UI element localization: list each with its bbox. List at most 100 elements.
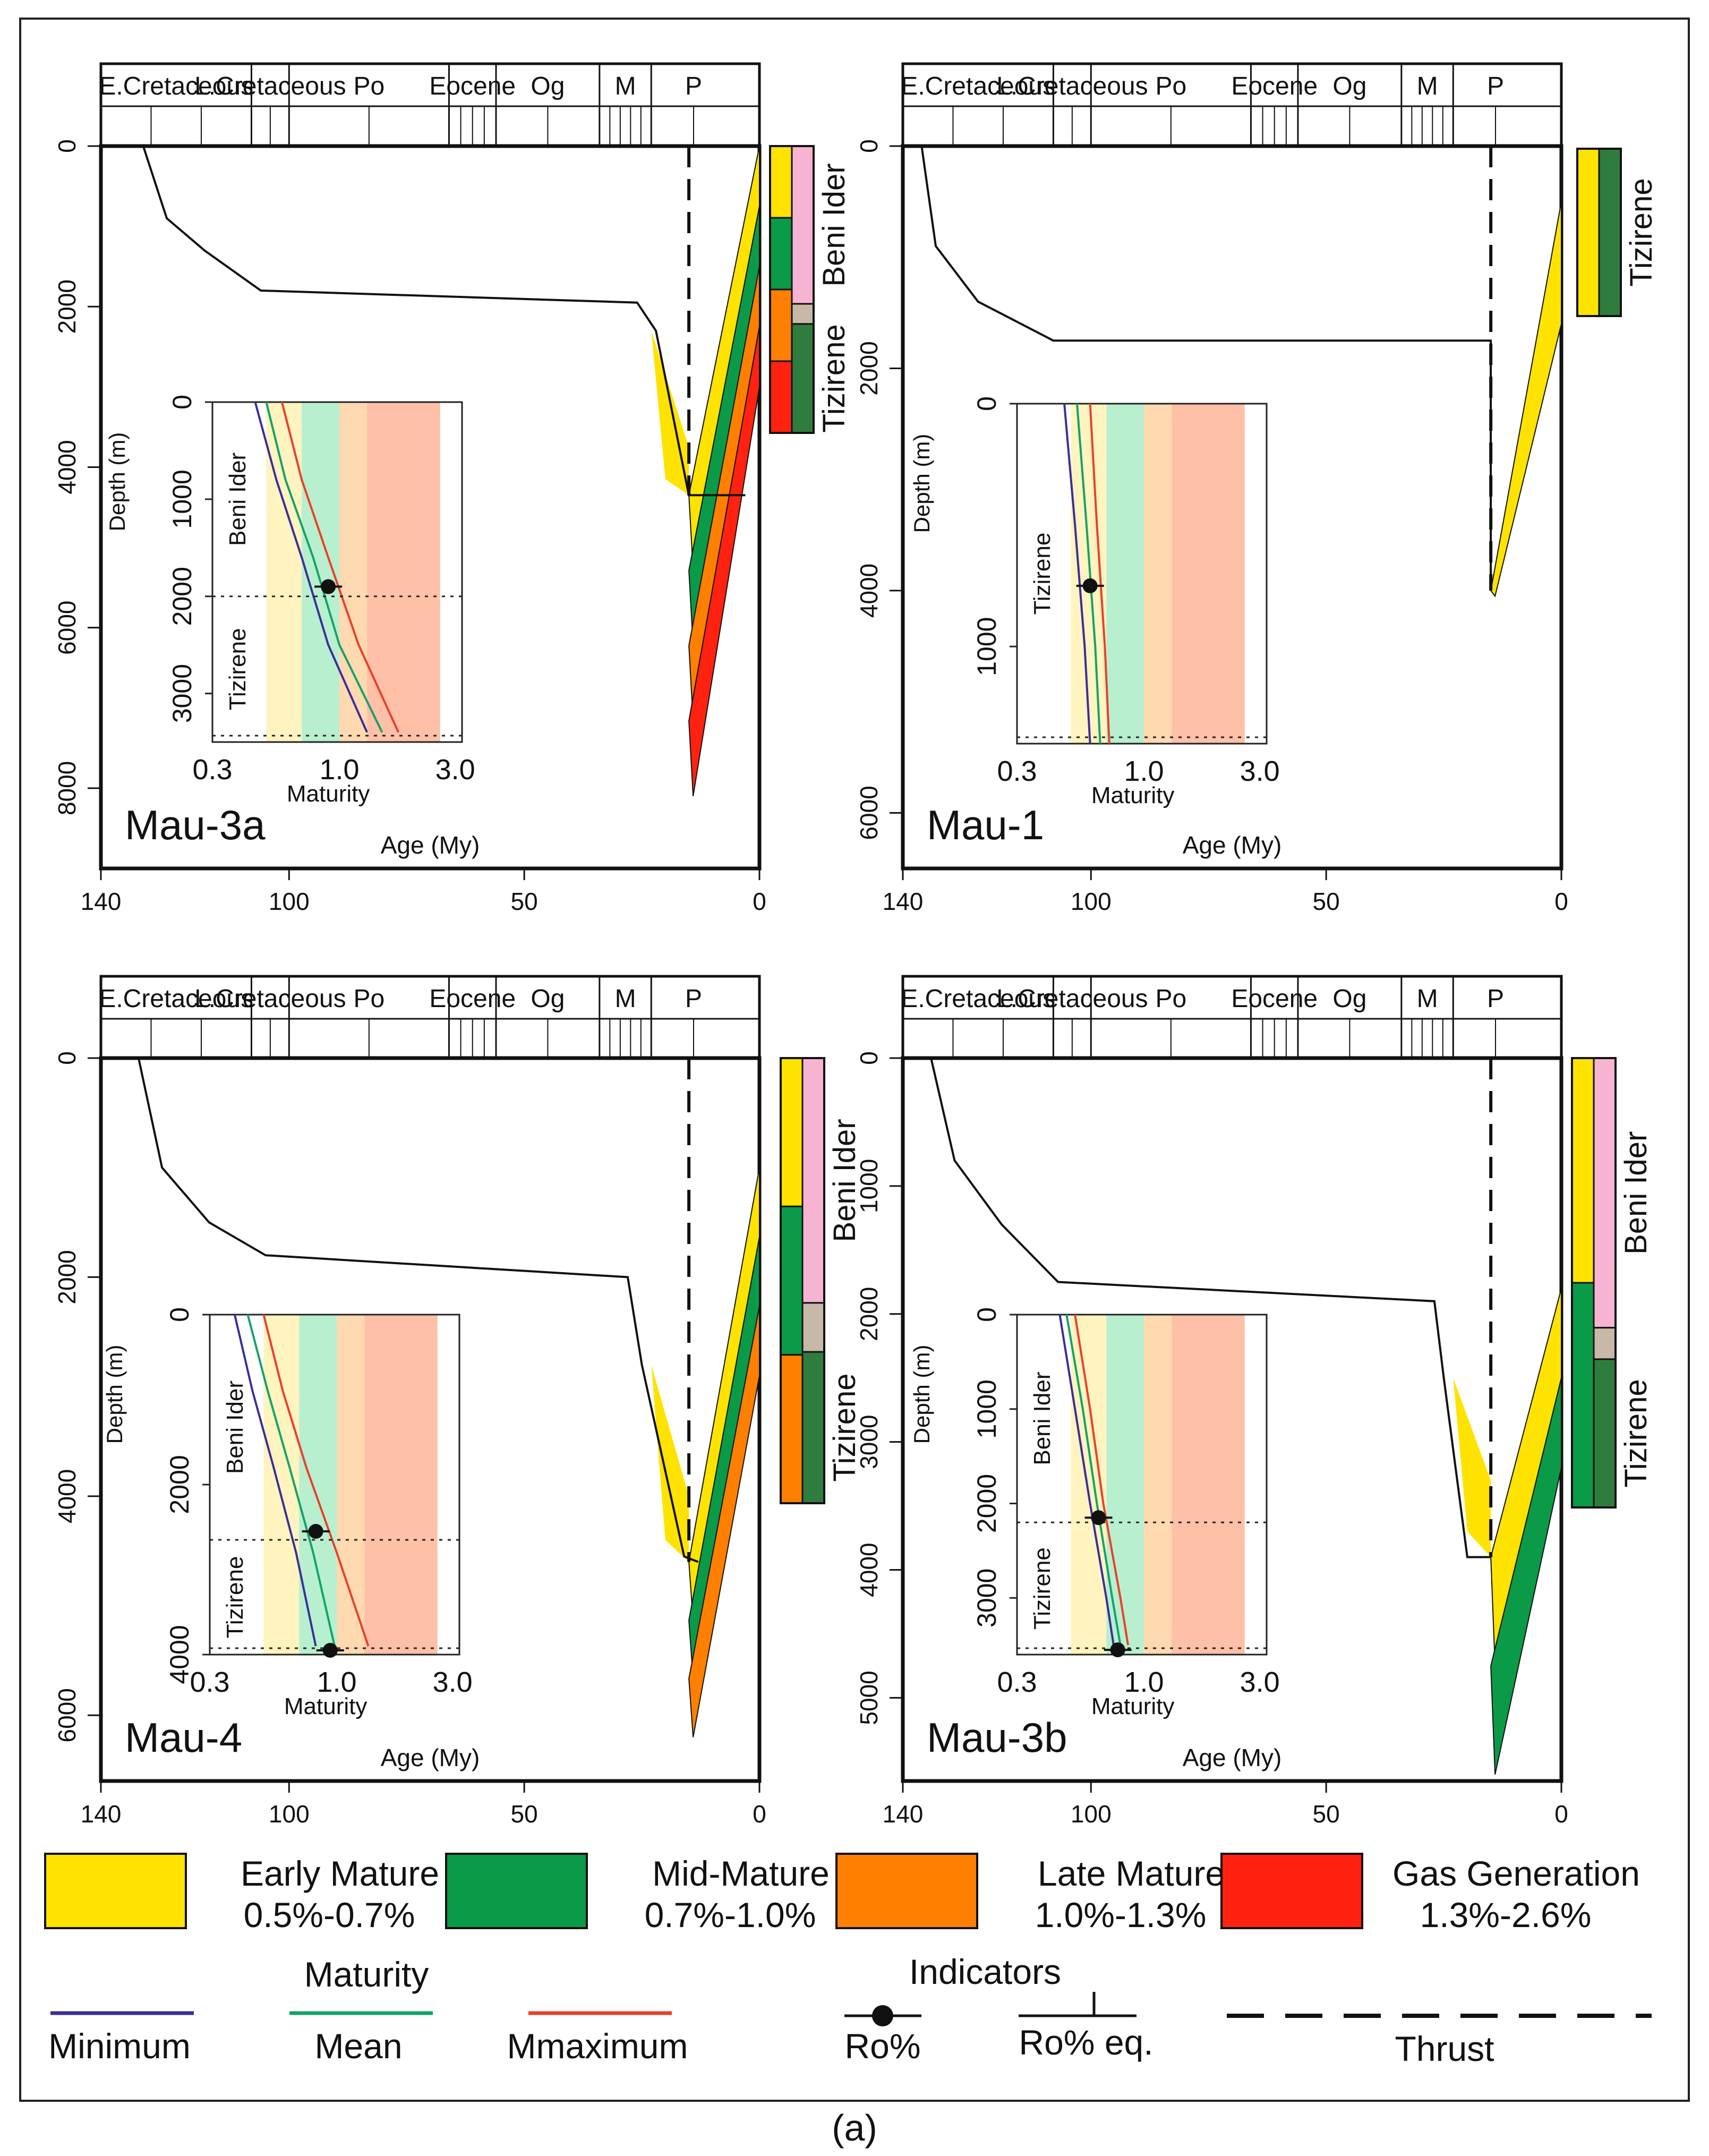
inset-unit-label: Tizirene <box>225 628 251 710</box>
x-tick-label: 50 <box>511 888 538 915</box>
legend-roeq-label: Ro% eq. <box>1019 2023 1153 2062</box>
period-label: Og <box>1332 985 1366 1013</box>
x-tick-label: 100 <box>1071 888 1112 915</box>
period-label: Og <box>531 985 565 1013</box>
inset-line-minimum <box>233 1314 317 1647</box>
inset-line-mmaximum <box>280 402 400 733</box>
inset-line-minimum <box>1058 1314 1115 1646</box>
inset-x-tick-label: 0.3 <box>997 1666 1037 1698</box>
period-label: E.Cretaceous <box>901 72 1055 100</box>
x-axis-label: Age (My) <box>381 831 480 859</box>
inset-y-tick-label: 1000 <box>972 617 1002 676</box>
inset-y-tick-label: 0 <box>972 1307 1002 1322</box>
legend-ro-dot <box>872 2005 893 2026</box>
column-maturity-early <box>1571 1057 1595 1284</box>
plot-frame <box>99 144 762 871</box>
period-label: M <box>615 985 636 1013</box>
legend-ro-label: Ro% <box>844 2026 920 2066</box>
legend-indicators-title: Indicators <box>909 1952 1061 1991</box>
y-tick-label: 0 <box>53 1051 81 1065</box>
inset-frame <box>211 401 463 743</box>
inset-y-tick-label: 3000 <box>167 664 197 723</box>
column-unit <box>801 1057 825 1304</box>
column-frame <box>780 1057 825 1504</box>
period-label: M <box>1417 72 1438 100</box>
ro-marker <box>1082 578 1098 593</box>
well-title: Mau-1 <box>927 802 1044 848</box>
column-frame <box>1571 1057 1617 1509</box>
period-label: E.Cretaceous <box>99 72 253 100</box>
inset-x-axis-label: Maturity <box>284 1693 367 1719</box>
x-tick-label: 50 <box>511 1800 538 1828</box>
inset-zone-band <box>364 1315 438 1655</box>
inset-x-tick-label: 1.0 <box>317 1666 357 1698</box>
y-tick-label: 5000 <box>855 1671 883 1725</box>
inset-x-tick-label: 1.0 <box>1124 1666 1164 1698</box>
inset-line-mean <box>1065 1314 1122 1646</box>
column-maturity-early <box>1576 148 1600 317</box>
inset-frame <box>1016 1314 1268 1656</box>
inset-zone-band <box>1106 1315 1144 1655</box>
inset-zone-band <box>1106 404 1144 744</box>
inset-x-tick-label: 0.3 <box>997 755 1037 787</box>
column-maturity-mid <box>1571 1282 1595 1509</box>
period-label: Po <box>353 72 384 100</box>
column-unit <box>791 145 815 305</box>
column-maturity-mid <box>769 217 793 291</box>
y-tick-label: 4000 <box>53 1469 81 1523</box>
column-unit <box>1593 1358 1617 1509</box>
inset-zone-band <box>263 1315 300 1655</box>
column-unit-label: Tizirene <box>1624 178 1659 286</box>
inset-zone-band <box>339 402 368 742</box>
period-label: P <box>1487 985 1504 1013</box>
inset-line-mmaximum <box>1074 1314 1130 1646</box>
column-unit <box>1593 1057 1617 1329</box>
legend-line-label: Mean <box>314 2026 402 2066</box>
inset-x-tick-label: 0.3 <box>192 754 232 786</box>
column-unit <box>1598 148 1622 317</box>
legend-line-label: Mmaximum <box>507 2026 688 2066</box>
column-unit <box>801 1351 825 1504</box>
inset-y-tick-label: 2000 <box>972 1474 1002 1533</box>
y-tick-label: 6000 <box>53 600 81 654</box>
plot-frame <box>99 1056 762 1783</box>
period-label: Po <box>353 985 384 1013</box>
x-tick-label: 100 <box>269 1800 310 1828</box>
inset-y-axis-label: Depth (m) <box>102 1345 127 1444</box>
inset-unit-label: Beni Ider <box>222 1380 248 1474</box>
inset-unit-label: Beni Ider <box>225 453 251 546</box>
inset-x-tick-label: 3.0 <box>435 754 475 786</box>
legend-maturity-title: Maturity <box>304 1955 429 1994</box>
legend-zone-name: Late Mature <box>1038 1854 1225 1893</box>
inset-unit-label: Tizirene <box>1029 1547 1055 1630</box>
y-tick-label: 6000 <box>53 1688 81 1742</box>
legend-zone-name: Mid-Mature <box>652 1854 830 1893</box>
period-label: E.Cretaceous <box>99 985 253 1013</box>
x-tick-label: 50 <box>1313 1800 1340 1828</box>
inset-maturity-plot: 0 1000 Depth (m) 0.3 1.0 3.0 Maturity Tizirene <box>909 396 1280 808</box>
legend-zone-range: 0.5%-0.7% <box>244 1895 415 1935</box>
legend-swatch-early <box>44 1853 187 1929</box>
y-tick-label: 1000 <box>855 1159 883 1213</box>
y-tick-label: 6000 <box>855 786 883 840</box>
column-frame <box>769 145 815 434</box>
y-tick-label: 0 <box>855 139 883 153</box>
inset-y-tick-label: 0 <box>972 396 1002 411</box>
inset-maturity-plot: 0 2000 4000 Depth (m) 0.3 1.0 3.0 Maturity Beni … <box>102 1307 473 1719</box>
x-axis-label: Age (My) <box>1183 831 1282 859</box>
y-tick-label: 2000 <box>53 279 81 334</box>
column-transition <box>801 1302 825 1353</box>
legend-swatch-mid <box>445 1853 588 1929</box>
period-label: Po <box>1155 72 1186 100</box>
y-tick-label: 0 <box>855 1051 883 1065</box>
column-unit-label: Tizirene <box>817 324 851 432</box>
inset-frame <box>1016 403 1268 745</box>
period-label: M <box>1417 985 1438 1013</box>
period-label: L.Cretaceous <box>996 985 1148 1013</box>
inset-zone-band <box>367 402 440 742</box>
period-label: Po <box>1155 985 1186 1013</box>
